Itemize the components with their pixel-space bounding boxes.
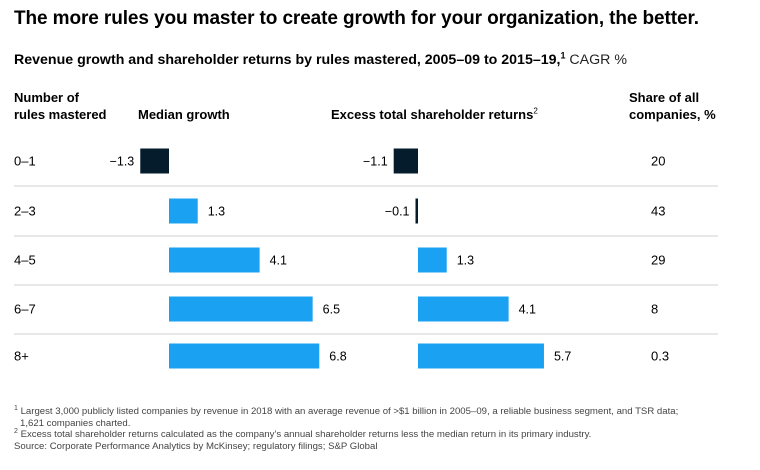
excess-returns-header-text: Excess total shareholder returns [331, 107, 534, 122]
share-value-1: 20 [651, 154, 665, 169]
footnote-2-text: Excess total shareholder returns calcula… [20, 429, 592, 441]
share-value-2: 43 [651, 204, 665, 219]
share-value-5: 0.3 [651, 349, 669, 364]
median-growth-value-5: 6.8 [329, 350, 346, 364]
share-column-header: Share of all companies, % [629, 89, 716, 123]
median-growth-value-2: 1.3 [208, 205, 225, 219]
share-header-line1: Share of all [629, 90, 700, 105]
footnote-2: 2 Excess total shareholder returns calcu… [14, 428, 749, 441]
share-header-line2: companies, % [629, 106, 716, 123]
subtitle-text: Revenue growth and shareholder returns b… [14, 52, 561, 68]
category-label-4: 6–7 [14, 302, 36, 317]
category-label-5: 8+ [14, 349, 29, 364]
excess-returns-bar-1 [393, 148, 418, 174]
excess-returns-value-4: 4.1 [519, 303, 536, 317]
source-note: Source: Corporate Performance Analytics … [14, 440, 378, 452]
median-growth-value-3: 4.1 [270, 254, 287, 268]
share-value-4: 8 [651, 302, 658, 317]
footnote-1-mark: 1 [14, 404, 18, 412]
excess-returns-bar-3 [418, 247, 447, 273]
median-growth-value-1: −1.3 [110, 155, 135, 169]
excess-returns-value-3: 1.3 [457, 254, 474, 268]
excess-returns-bar-5 [418, 343, 544, 369]
excess-returns-header: Excess total shareholder returns2 [331, 106, 538, 123]
share-value-3: 29 [651, 253, 665, 268]
median-growth-header: Median growth [138, 107, 230, 122]
excess-returns-note-mark: 2 [533, 106, 538, 116]
page-title: The more rules you master to create grow… [14, 8, 699, 29]
footnotes: 1 Largest 3,000 publicly listed companie… [14, 404, 749, 452]
subtitle-note-mark: 1 [560, 50, 566, 61]
chart-subtitle: Revenue growth and shareholder returns b… [14, 50, 627, 68]
excess-returns-value-2: −0.1 [385, 205, 410, 219]
footnote-1: 1 Largest 3,000 publicly listed companie… [14, 404, 749, 418]
excess-returns-value-5: 5.7 [554, 350, 571, 364]
median-growth-bar-3 [169, 247, 260, 273]
excess-returns-bar-2 [415, 198, 418, 224]
category-label-1: 0–1 [14, 154, 36, 169]
rules-header-line2: rules mastered [14, 107, 107, 122]
category-label-3: 4–5 [14, 253, 36, 268]
excess-returns-bar-4 [418, 296, 509, 322]
median-growth-bar-1 [140, 148, 169, 174]
footnote-1-text: Largest 3,000 publicly listed companies … [20, 406, 679, 417]
median-growth-value-4: 6.5 [323, 303, 340, 317]
median-growth-bar-4 [169, 296, 313, 322]
excess-returns-value-1: −1.1 [363, 155, 388, 169]
footnote-1-continued: 1,621 companies charted. [20, 417, 131, 429]
median-growth-bar-5 [169, 343, 320, 369]
chart: 0–1 −1.3 −1.1 20 2–3 1.3 −0.1 43 4–5 4.1 1.3 29 6–7 6… [14, 148, 718, 369]
median-growth-bar-2 [169, 198, 198, 224]
footnote-2-mark: 2 [14, 428, 18, 435]
subtitle-unit: CAGR % [569, 52, 627, 68]
rules-column-header: Number of rules mastered [14, 89, 107, 123]
rules-header-line1: Number of [14, 90, 79, 105]
category-label-2: 2–3 [14, 204, 36, 219]
share-header-line2-text: companies, % [629, 107, 716, 122]
